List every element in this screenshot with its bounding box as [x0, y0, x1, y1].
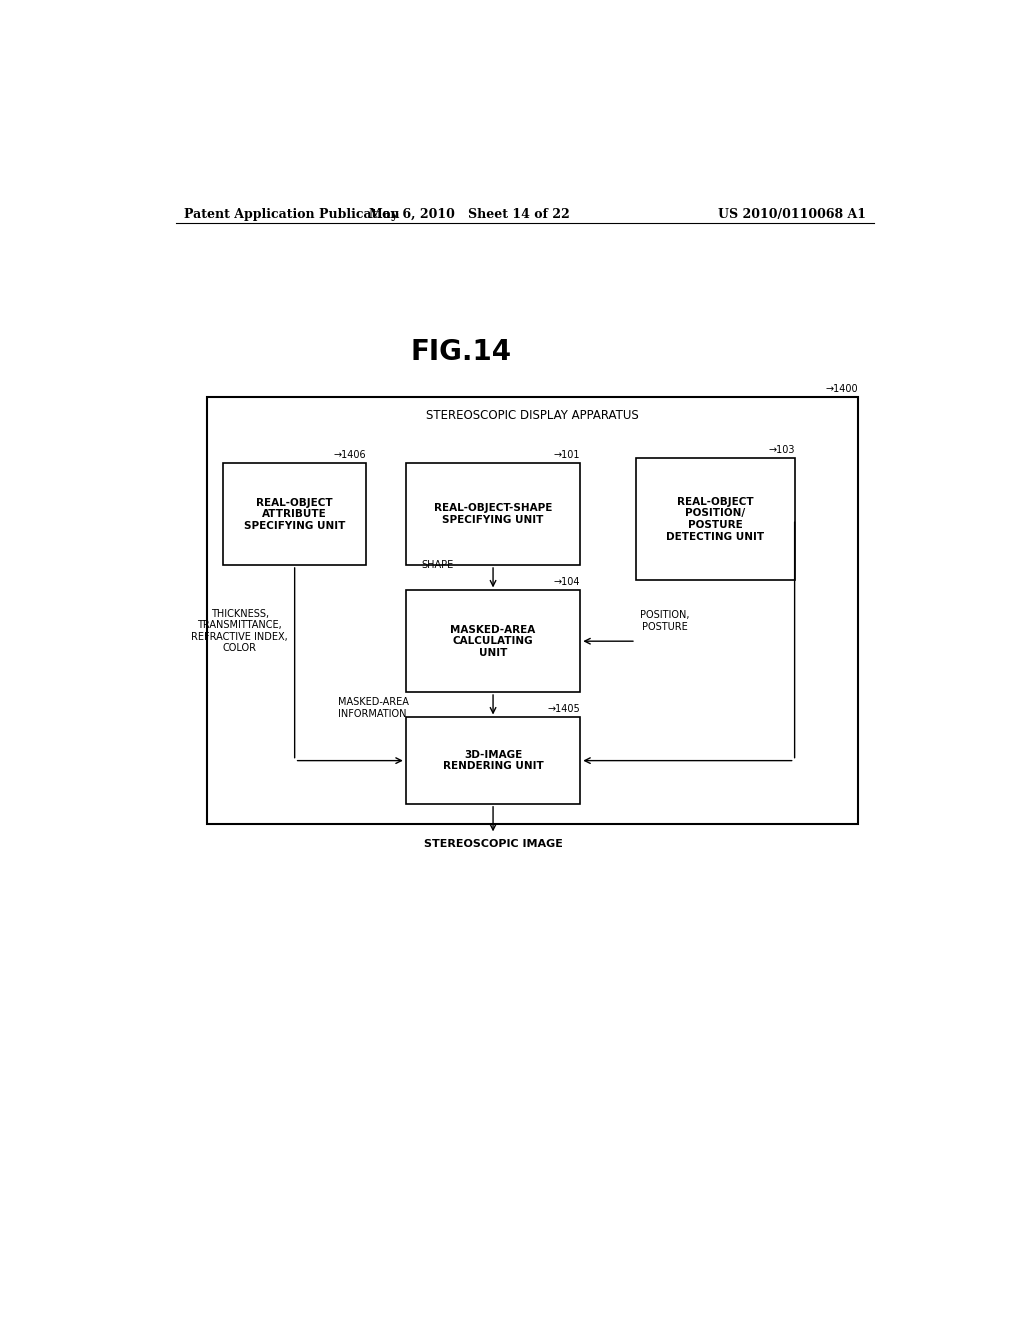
Text: REAL-OBJECT
ATTRIBUTE
SPECIFYING UNIT: REAL-OBJECT ATTRIBUTE SPECIFYING UNIT [244, 498, 345, 531]
Bar [406, 590, 581, 692]
Text: STEREOSCOPIC IMAGE: STEREOSCOPIC IMAGE [424, 840, 562, 849]
Text: MASKED-AREA
INFORMATION: MASKED-AREA INFORMATION [338, 697, 410, 718]
Text: →1405: →1405 [548, 705, 581, 714]
Text: FIG.14: FIG.14 [411, 338, 512, 366]
Text: →101: →101 [554, 450, 581, 461]
Text: →103: →103 [768, 445, 795, 455]
Bar [636, 458, 795, 581]
Text: May 6, 2010   Sheet 14 of 22: May 6, 2010 Sheet 14 of 22 [369, 207, 569, 220]
Text: MASKED-AREA
CALCULATING
UNIT: MASKED-AREA CALCULATING UNIT [451, 624, 536, 657]
Text: REAL-OBJECT-SHAPE
SPECIFYING UNIT: REAL-OBJECT-SHAPE SPECIFYING UNIT [434, 503, 552, 525]
Text: Patent Application Publication: Patent Application Publication [183, 207, 399, 220]
Bar [406, 718, 581, 804]
Text: SHAPE: SHAPE [422, 560, 454, 570]
Text: POSITION,
POSTURE: POSITION, POSTURE [640, 610, 689, 632]
Bar [207, 397, 858, 824]
Text: →1406: →1406 [334, 450, 367, 461]
Text: →1400: →1400 [825, 384, 858, 395]
Text: 3D-IMAGE
RENDERING UNIT: 3D-IMAGE RENDERING UNIT [442, 750, 544, 771]
Text: STEREOSCOPIC DISPLAY APPARATUS: STEREOSCOPIC DISPLAY APPARATUS [426, 409, 639, 422]
Text: REAL-OBJECT
POSITION/
POSTURE
DETECTING UNIT: REAL-OBJECT POSITION/ POSTURE DETECTING … [667, 496, 764, 541]
Bar [223, 463, 367, 565]
Bar [406, 463, 581, 565]
Text: US 2010/0110068 A1: US 2010/0110068 A1 [718, 207, 866, 220]
Text: THICKNESS,
TRANSMITTANCE,
REFRACTIVE INDEX,
COLOR: THICKNESS, TRANSMITTANCE, REFRACTIVE IND… [191, 609, 288, 653]
Text: →104: →104 [554, 577, 581, 587]
